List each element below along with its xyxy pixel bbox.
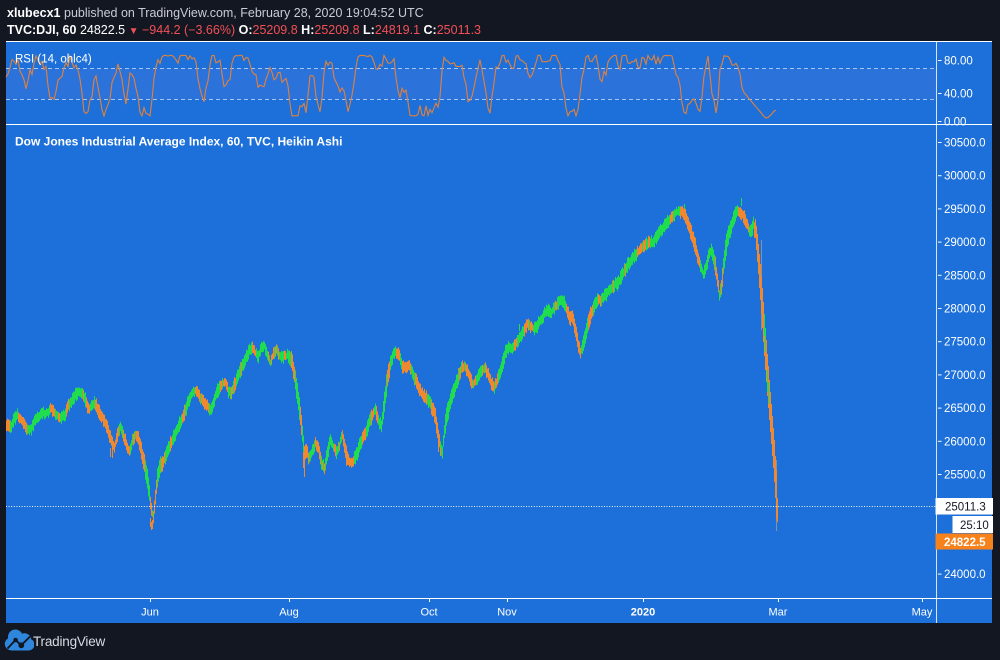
svg-text:0.00: 0.00 [944, 117, 966, 129]
svg-text:29500.0: 29500.0 [944, 204, 986, 216]
svg-text:24822.5: 24822.5 [944, 537, 986, 549]
svg-text:Aug: Aug [279, 607, 299, 619]
svg-text:28000.0: 28000.0 [944, 304, 986, 316]
svg-text:24000.0: 24000.0 [944, 569, 986, 581]
svg-text:25500.0: 25500.0 [944, 470, 986, 482]
svg-text:May: May [912, 607, 933, 619]
svg-text:28500.0: 28500.0 [944, 270, 986, 282]
svg-text:2020: 2020 [631, 607, 655, 619]
svg-text:Oct: Oct [420, 607, 437, 619]
svg-text:26000.0: 26000.0 [944, 436, 986, 448]
svg-text:27500.0: 27500.0 [944, 337, 986, 349]
svg-text:RSI (14, ohlc4): RSI (14, ohlc4) [15, 54, 92, 66]
svg-text:80.00: 80.00 [944, 56, 973, 68]
svg-text:30500.0: 30500.0 [944, 138, 986, 150]
svg-text:30000.0: 30000.0 [944, 171, 986, 183]
svg-text:40.00: 40.00 [944, 89, 973, 101]
svg-text:25:10: 25:10 [960, 520, 989, 532]
svg-text:Nov: Nov [497, 607, 517, 619]
svg-text:29000.0: 29000.0 [944, 237, 986, 249]
svg-text:26500.0: 26500.0 [944, 403, 986, 415]
svg-text:Mar: Mar [769, 607, 788, 619]
svg-text:27000.0: 27000.0 [944, 370, 986, 382]
svg-text:Jun: Jun [141, 607, 159, 619]
svg-text:Dow Jones Industrial Average I: Dow Jones Industrial Average Index, 60, … [15, 135, 342, 149]
svg-text:25011.3: 25011.3 [945, 502, 986, 514]
